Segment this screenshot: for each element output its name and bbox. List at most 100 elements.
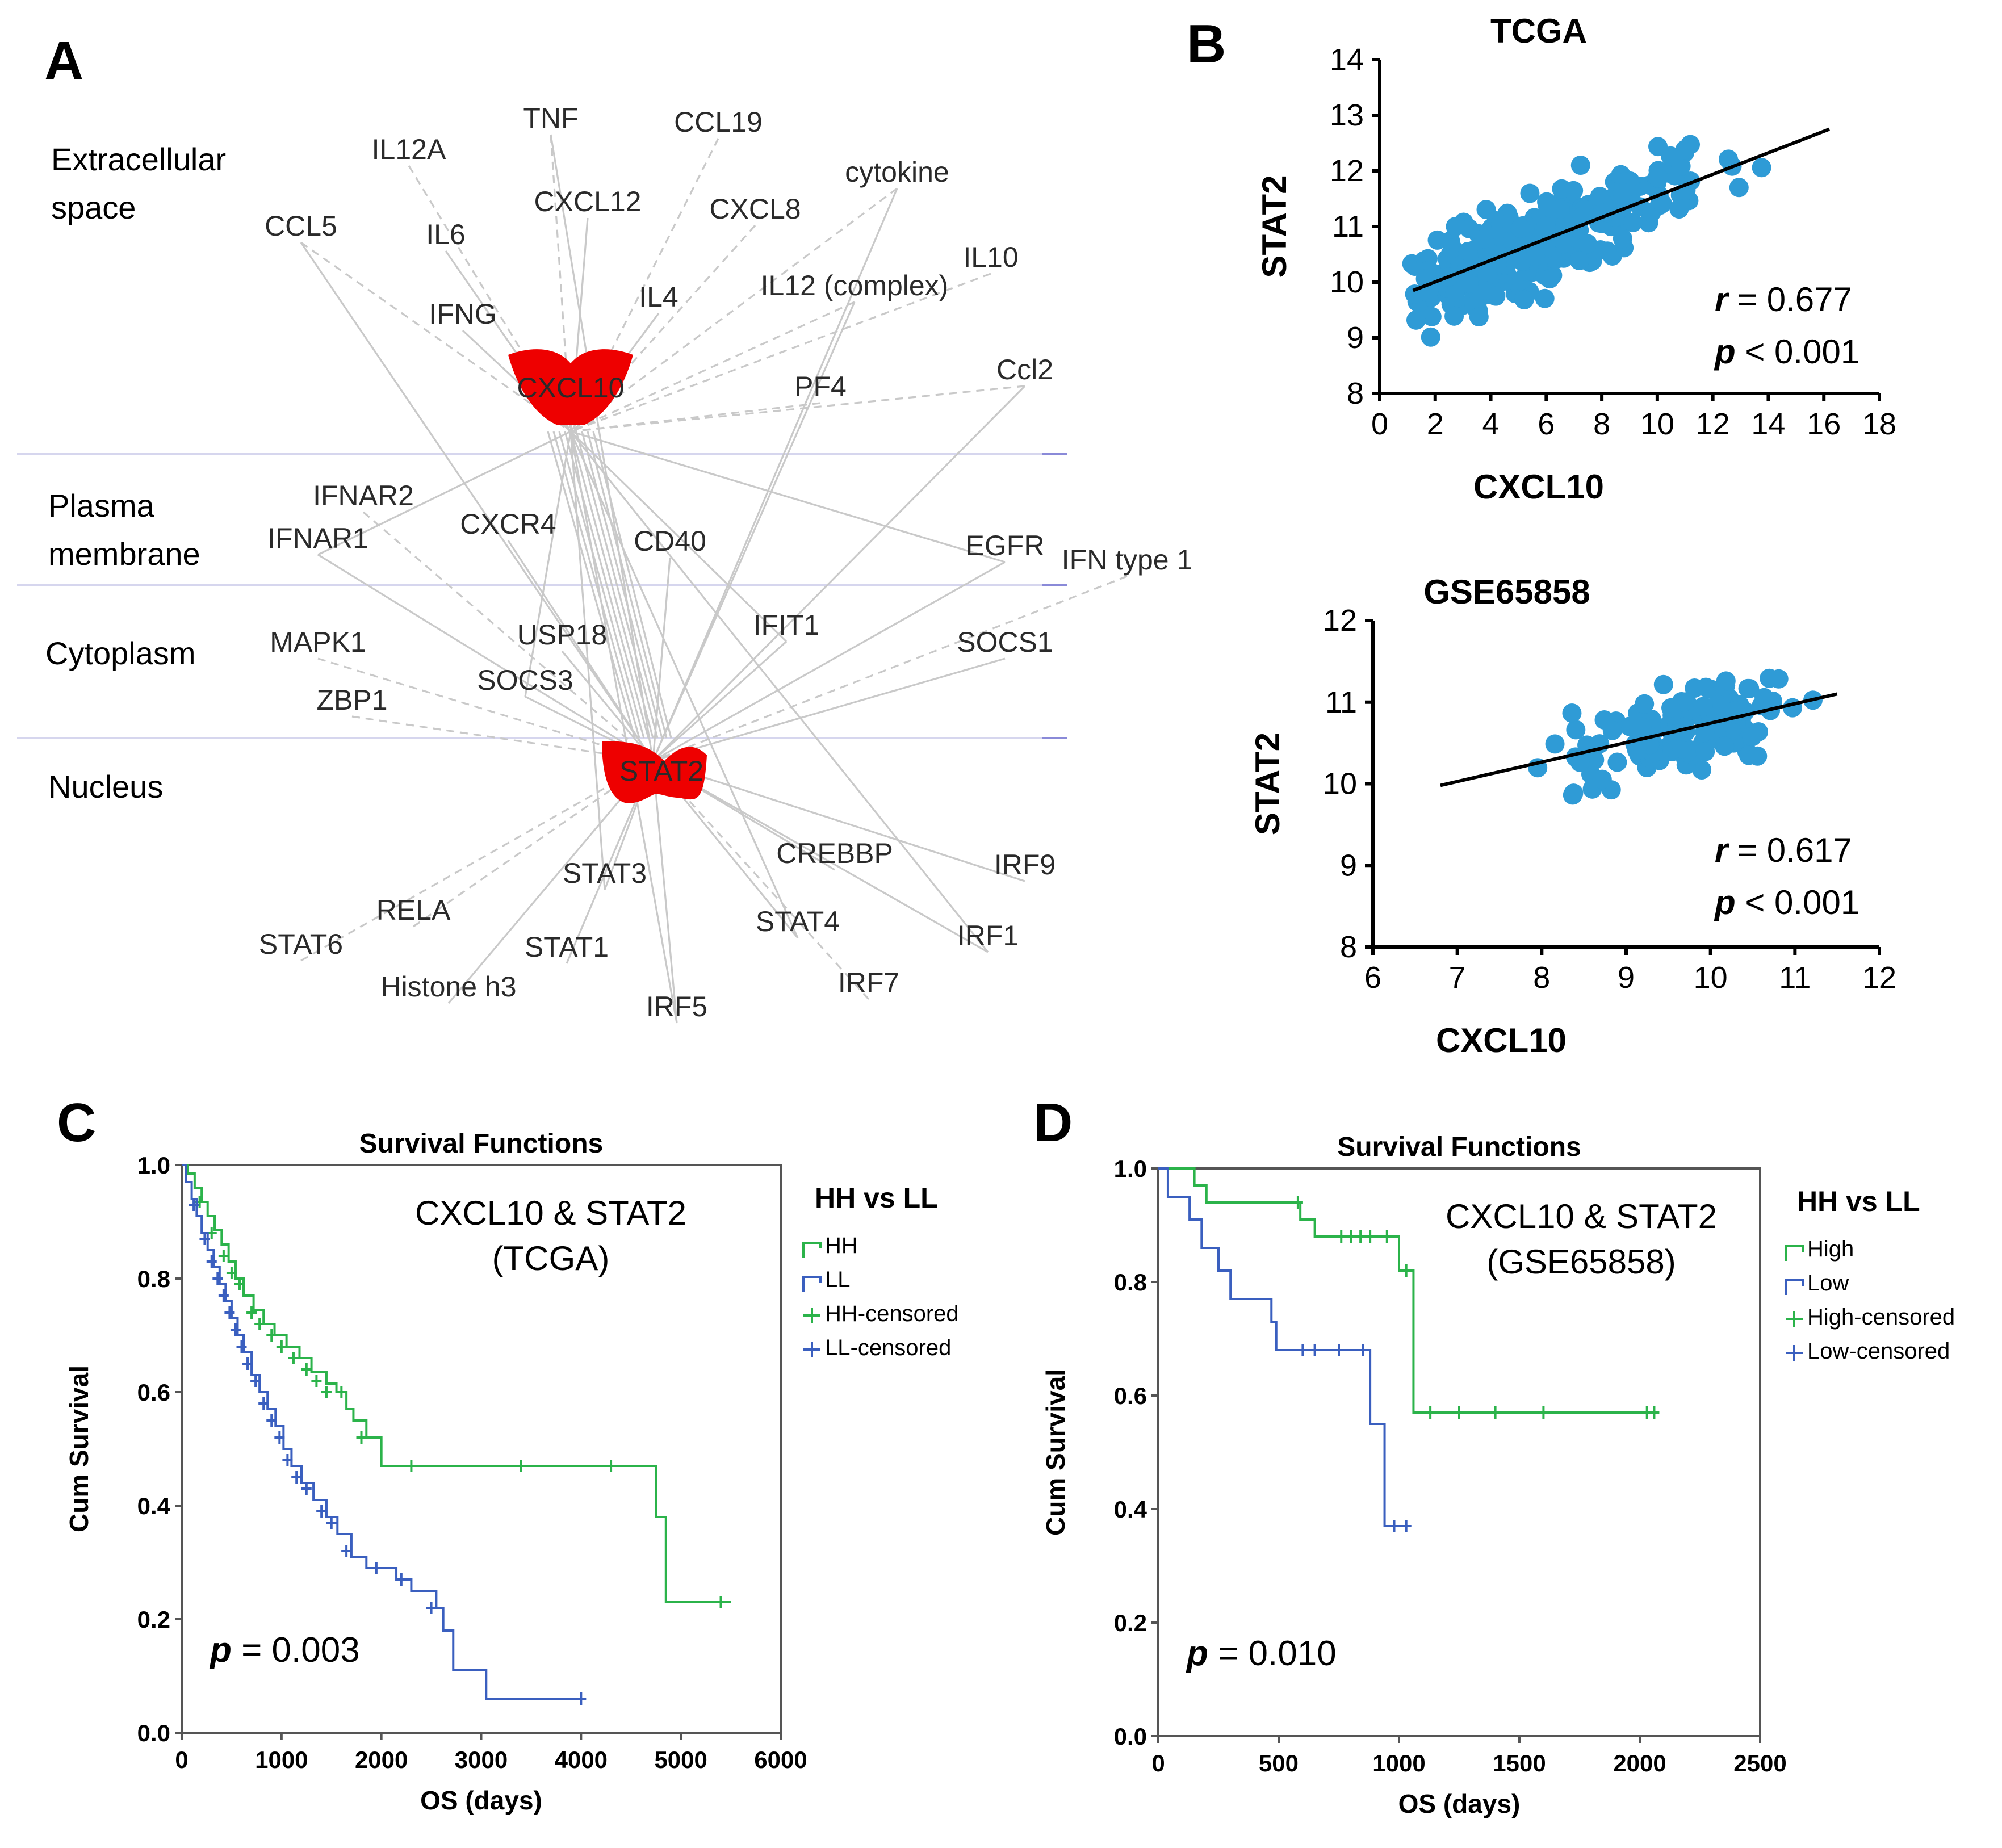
x-tick-label: 6	[1538, 407, 1555, 441]
annotation-line: CXCL10 & STAT2	[1446, 1197, 1717, 1235]
chart-title: GSE65858	[1423, 573, 1590, 611]
data-point	[1607, 752, 1627, 772]
km-chart-tcga: Survival Functions 0 1000 2000 3000 4000 5000 6…	[64, 1129, 959, 1815]
censor-mark	[1358, 1344, 1368, 1356]
legend-item-ll-censored: LL-censored	[803, 1335, 951, 1360]
network-edge	[569, 431, 654, 739]
network-edge	[652, 385, 1026, 762]
node-cxcl8: CXCL8	[709, 193, 801, 225]
x-tick-label: 10	[1694, 961, 1728, 995]
data-point	[1661, 698, 1681, 718]
x-tick-label: 1000	[255, 1746, 308, 1773]
node-crebbp: CREBBP	[776, 837, 893, 869]
legend-label: LL-censored	[825, 1335, 951, 1360]
node-zbp1: ZBP1	[316, 684, 387, 716]
data-point	[1514, 290, 1534, 310]
chart-title: Survival Functions	[1337, 1132, 1581, 1162]
censor-mark	[1401, 1264, 1412, 1277]
legend-item-ll: LL	[802, 1267, 851, 1292]
data-point	[1572, 207, 1592, 227]
data-point	[1716, 671, 1736, 691]
data-point	[1729, 178, 1749, 198]
network-edge	[317, 657, 654, 762]
data-point	[1535, 288, 1555, 308]
y-tick-label: 1.0	[137, 1152, 170, 1179]
data-point	[1458, 241, 1478, 261]
node-il10: IL10	[963, 241, 1018, 273]
node-pf4: PF4	[794, 371, 847, 403]
y-tick-label: 0.6	[1114, 1382, 1147, 1409]
y-tick-label: 12	[1323, 604, 1357, 638]
network-edge	[507, 540, 654, 761]
annotation-line: (GSE65858)	[1486, 1243, 1676, 1281]
survival-curve-ll	[182, 1164, 581, 1700]
censor-mark	[282, 1454, 293, 1466]
data-point	[1715, 736, 1735, 756]
censor-mark	[336, 1386, 347, 1398]
x-tick-label: 12	[1696, 407, 1730, 441]
network-edge	[570, 385, 1025, 433]
censor-mark	[1538, 1406, 1549, 1419]
node-ifn-type-1: IFN type 1	[1062, 544, 1193, 576]
legend-item-high-censored: High-censored	[1786, 1305, 1955, 1330]
data-point	[1540, 269, 1560, 289]
censor-mark	[1490, 1406, 1501, 1419]
data-point	[1469, 307, 1489, 327]
y-tick-label: 0.8	[137, 1265, 170, 1292]
censor-mark	[276, 1340, 287, 1353]
data-point	[1672, 739, 1692, 759]
y-tick-label: 12	[1330, 154, 1364, 188]
network-edge	[652, 657, 1006, 762]
node-tnf: TNF	[523, 102, 578, 134]
data-point	[1685, 678, 1704, 698]
data-point	[1550, 199, 1570, 219]
censor-mark	[206, 1255, 217, 1268]
network-edge	[652, 640, 788, 762]
hub-label-cxcl10: CXCL10	[517, 372, 625, 404]
legend: HH vs LL High Low High-censored Low-censored	[1785, 1185, 1955, 1364]
network-edge	[351, 715, 654, 762]
x-tick-label: 10	[1640, 407, 1674, 441]
censor-mark	[1649, 1406, 1660, 1419]
legend-label: High-censored	[1807, 1305, 1955, 1330]
p-value: p = 0.003	[209, 1631, 360, 1670]
legend-swatch	[803, 1308, 820, 1323]
y-tick-label: 0.2	[137, 1606, 170, 1633]
y-tick-label: 1.0	[1114, 1155, 1147, 1182]
data-point	[1669, 199, 1689, 219]
censor-mark	[326, 1516, 337, 1529]
censor-mark	[250, 1375, 261, 1387]
node-irf1: IRF1	[957, 920, 1019, 952]
network-edge	[652, 561, 1006, 762]
network-edge	[569, 431, 606, 890]
node-ccl19: CCL19	[674, 106, 763, 138]
data-point	[1693, 697, 1713, 716]
censor-mark	[1355, 1230, 1366, 1243]
censor-mark	[1401, 1520, 1412, 1532]
node-ifnar1: IFNAR1	[267, 522, 368, 554]
network-edge	[652, 575, 1128, 762]
y-tick-label: 0.4	[137, 1493, 171, 1519]
censor-mark	[426, 1602, 437, 1614]
data-point	[1443, 238, 1463, 258]
compartment-label-line: Plasma	[48, 488, 155, 523]
compartment-label-nucleus: Nucleus	[48, 769, 163, 804]
y-tick-label: 10	[1323, 767, 1357, 801]
network-edge	[652, 301, 856, 761]
data-point	[1738, 678, 1758, 698]
data-point	[1562, 703, 1582, 723]
censor-mark	[406, 1460, 417, 1472]
legend-label: Low-censored	[1807, 1339, 1950, 1364]
y-tick-label: 11	[1332, 209, 1364, 244]
x-axis-label: CXCL10	[1436, 1021, 1567, 1059]
y-axis-label: STAT2	[1255, 175, 1293, 278]
network-edge	[592, 431, 672, 739]
network-nodes: TNF CCL19 IL12A cytokine CXCL12 CXCL8 CCL5 IL6 I…	[259, 102, 1192, 1023]
x-tick-label: 12	[1862, 961, 1896, 995]
censor-mark	[258, 1397, 269, 1410]
data-point	[1446, 216, 1465, 236]
node-ifit1: IFIT1	[753, 609, 820, 641]
network-edge	[652, 760, 1025, 882]
censor-mark	[311, 1375, 322, 1387]
censor-mark	[316, 1505, 327, 1518]
